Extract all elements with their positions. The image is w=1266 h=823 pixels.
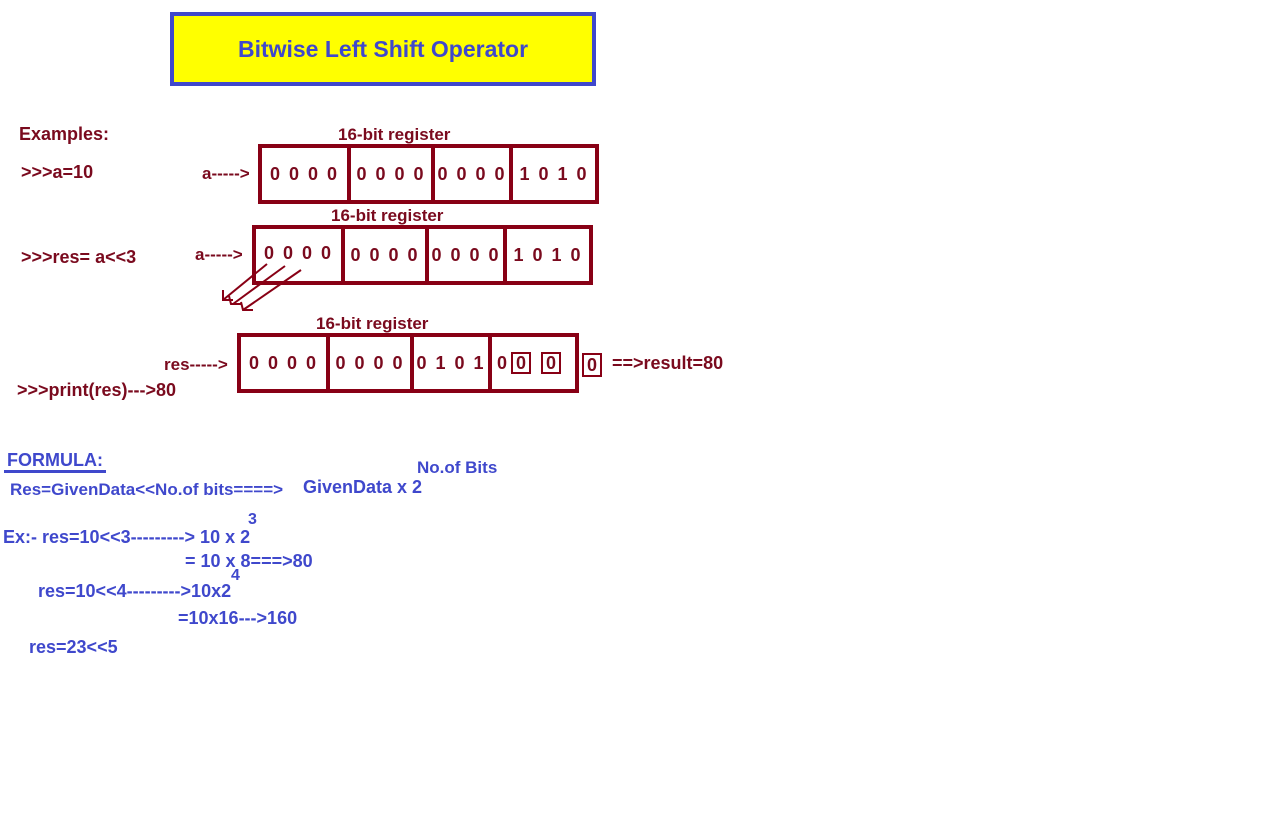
code-line-a: >>>a=10 — [21, 162, 94, 182]
shift-arrow-line — [242, 269, 302, 311]
formula-heading: FORMULA: — [7, 450, 103, 470]
register-1-nibble: 1 0 1 0 — [519, 163, 589, 184]
register-3-nibble: 0 1 0 1 — [414, 337, 492, 389]
page-title: Bitwise Left Shift Operator — [237, 35, 529, 62]
register-2-nibble: 1 0 1 0 — [513, 244, 583, 265]
pointer-res: res-----> — [164, 355, 228, 374]
register-2-nibble: 0 0 0 0 — [345, 229, 429, 281]
overflow-bit-box: 0 — [582, 353, 603, 377]
pointer-a-2: a-----> — [195, 245, 243, 264]
code-line-res: >>>res= a<<3 — [21, 247, 137, 267]
formula-underline — [4, 470, 106, 473]
register-3-shifted-bit: 0 — [511, 352, 532, 374]
pointer-a-1: a-----> — [202, 164, 250, 183]
register-3-bit: 0 — [497, 352, 508, 373]
formula-line: Res=GivenData<<No.of bits====> — [10, 480, 284, 499]
example-1-line: Ex:- res=10<<3---------> 10 x 2 — [3, 527, 251, 547]
example-1-result: = 10 x 8===>80 — [185, 551, 313, 571]
register-3-shifted-bit: 0 — [541, 352, 562, 374]
register-1-label: 16-bit register — [338, 125, 451, 144]
register-1: 0 0 0 0 0 0 0 0 0 0 0 0 1 0 1 0 — [258, 144, 599, 204]
shift-arrow-head — [240, 301, 253, 311]
register-1-nibble: 0 0 0 0 — [262, 148, 351, 200]
examples-heading: Examples: — [19, 124, 110, 144]
shift-arrow-line — [222, 263, 268, 301]
formula-rhs: GivenData x 2 — [303, 477, 423, 497]
register-3: 0 0 0 0 0 0 0 0 0 1 0 1 0 0 0 — [237, 333, 579, 393]
code-line-print: >>>print(res)--->80 — [17, 380, 177, 400]
example-1-exponent: 3 — [248, 511, 257, 528]
register-1-nibble: 0 0 0 0 — [435, 148, 513, 200]
register-2: 0 0 0 0 0 0 0 0 0 0 0 0 1 0 1 0 — [252, 225, 593, 285]
register-2-label: 16-bit register — [331, 206, 444, 225]
shift-arrow-head — [228, 295, 241, 305]
example-2-exponent: 4 — [231, 567, 240, 584]
example-2-result: =10x16--->160 — [178, 608, 298, 628]
example-3-line: res=23<<5 — [29, 637, 118, 657]
example-2-line: res=10<<4--------->10x2 — [38, 581, 232, 601]
register-3-nibble: 0 0 0 0 — [330, 337, 414, 389]
result-text: ==>result=80 — [612, 353, 724, 373]
register-3-nibble-shifted: 0 0 0 — [492, 337, 575, 389]
shift-arrows — [222, 263, 302, 311]
register-2-nibble: 0 0 0 0 — [429, 229, 507, 281]
register-3-label: 16-bit register — [316, 314, 429, 333]
shift-arrow-line — [232, 265, 286, 305]
title-banner: Bitwise Left Shift Operator — [170, 12, 596, 86]
formula-exponent: No.of Bits — [417, 458, 498, 477]
register-2-nibble: 0 0 0 0 — [256, 229, 345, 281]
register-1-nibble: 0 0 0 0 — [351, 148, 435, 200]
register-3-nibble: 0 0 0 0 — [241, 337, 330, 389]
